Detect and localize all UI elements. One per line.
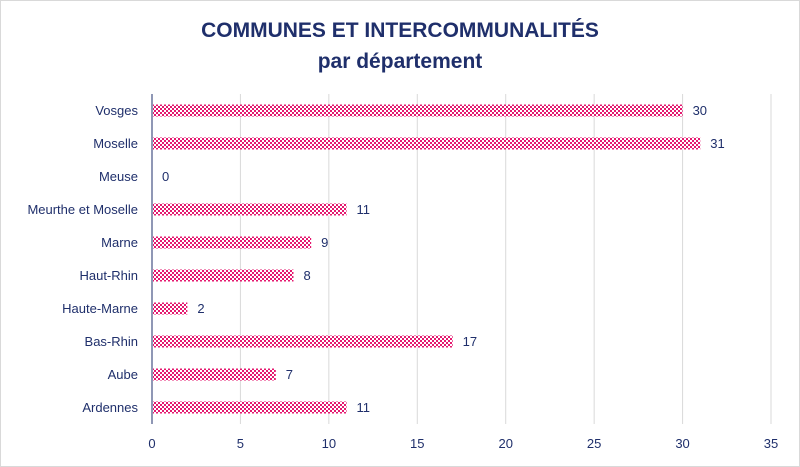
y-category-label: Haute-Marne bbox=[62, 301, 138, 316]
x-tick-label: 5 bbox=[237, 436, 244, 451]
y-category-label: Bas-Rhin bbox=[85, 334, 138, 349]
data-label: 8 bbox=[303, 268, 310, 283]
data-label: 11 bbox=[357, 400, 371, 415]
y-category-label: Meurthe et Moselle bbox=[27, 202, 138, 217]
y-category-label: Ardennes bbox=[82, 400, 138, 415]
y-category-label: Moselle bbox=[93, 136, 138, 151]
data-label: 30 bbox=[693, 103, 707, 118]
data-label: 11 bbox=[357, 202, 371, 217]
data-label: 31 bbox=[710, 136, 724, 151]
x-tick-label: 25 bbox=[587, 436, 601, 451]
bar bbox=[153, 269, 294, 282]
y-category-label: Vosges bbox=[95, 103, 138, 118]
bar bbox=[153, 236, 312, 249]
bar bbox=[153, 137, 701, 150]
chart-title: COMMUNES ET INTERCOMMUNALITÉS bbox=[201, 19, 599, 42]
x-tick-label: 0 bbox=[148, 436, 155, 451]
data-label: 9 bbox=[321, 235, 328, 250]
bar bbox=[153, 302, 188, 315]
x-tick-label: 35 bbox=[764, 436, 778, 451]
x-tick-label: 15 bbox=[410, 436, 424, 451]
data-label: 7 bbox=[286, 367, 293, 382]
data-label: 0 bbox=[162, 169, 169, 184]
x-tick-label: 10 bbox=[322, 436, 336, 451]
y-category-label: Haut-Rhin bbox=[79, 268, 138, 283]
bar bbox=[153, 368, 276, 381]
bar bbox=[153, 401, 347, 414]
chart-subtitle: par département bbox=[317, 50, 483, 73]
y-category-label: Meuse bbox=[99, 169, 138, 184]
y-category-label: Marne bbox=[101, 235, 138, 250]
bar bbox=[153, 335, 453, 348]
x-tick-label: 30 bbox=[675, 436, 689, 451]
x-tick-label: 20 bbox=[498, 436, 512, 451]
bar bbox=[153, 203, 347, 216]
y-category-label: Aube bbox=[108, 367, 138, 382]
data-label: 17 bbox=[463, 334, 477, 349]
bar bbox=[153, 104, 683, 117]
data-label: 2 bbox=[197, 301, 204, 316]
